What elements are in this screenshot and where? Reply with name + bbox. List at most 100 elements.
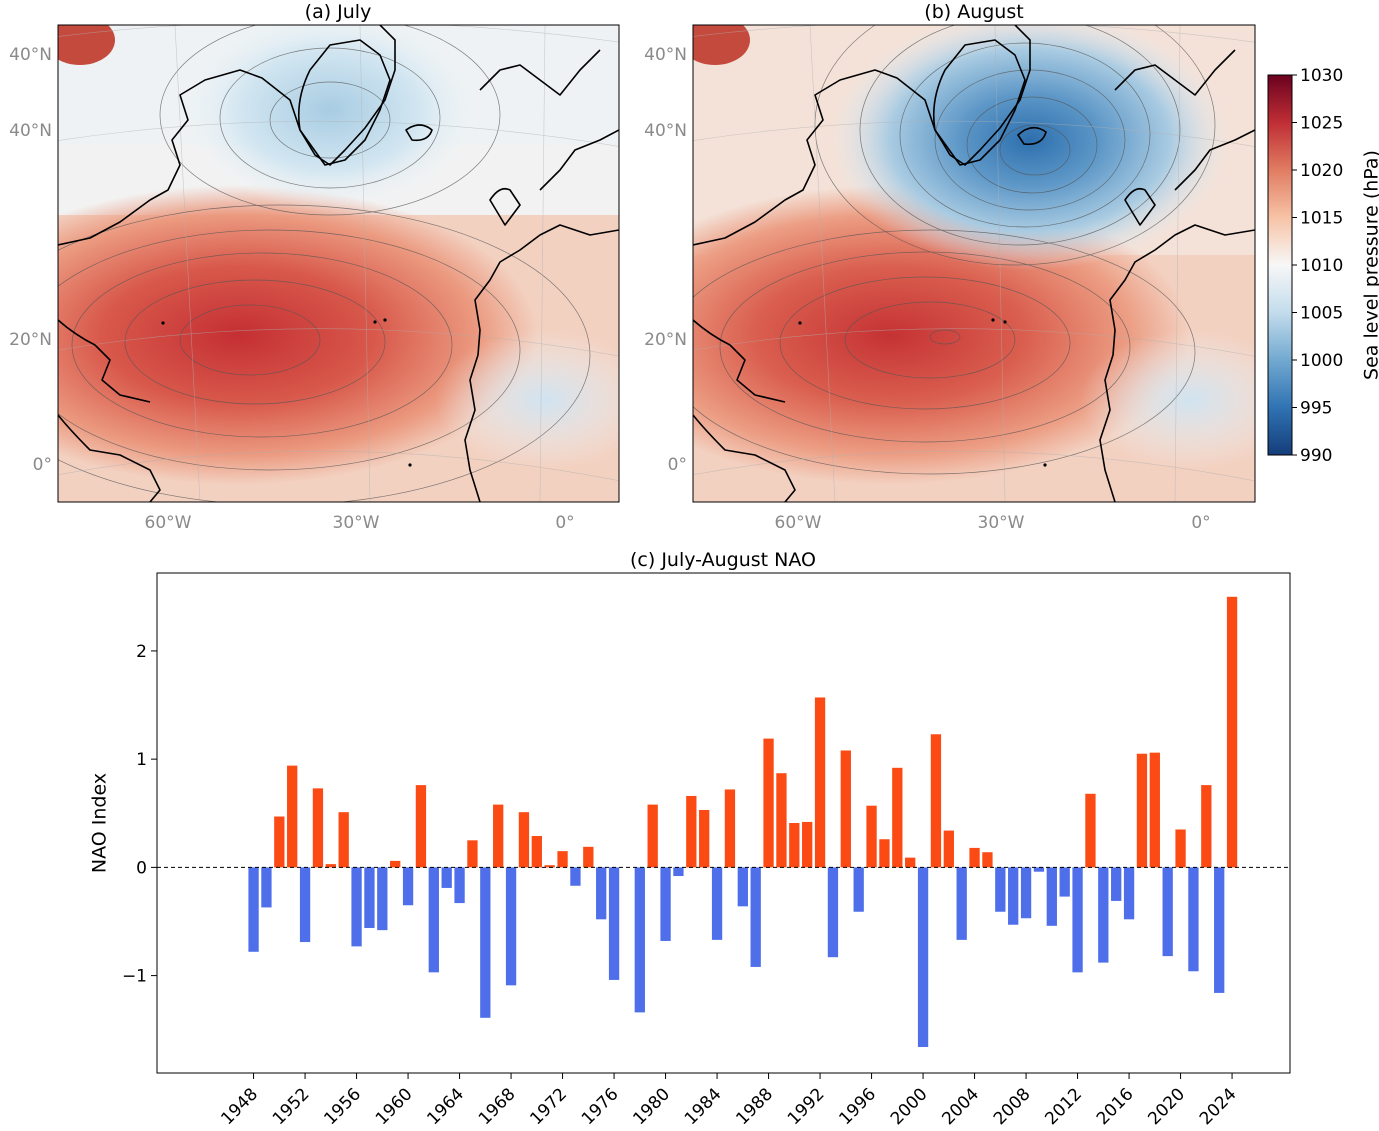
bar-1956 <box>351 867 362 947</box>
bar-1998 <box>892 767 903 868</box>
bar-1965 <box>467 840 478 868</box>
y-tick-label: −1 <box>122 967 147 987</box>
bar-1993 <box>827 867 839 958</box>
bar-1964 <box>454 867 465 904</box>
colorbar-tick-label: 1030 <box>1300 66 1343 86</box>
colorbar-tick-label: 1000 <box>1300 351 1343 371</box>
x-tick-label: 1952 <box>269 1084 314 1129</box>
bar-1967 <box>493 804 504 868</box>
colorbar-tick-label: 1010 <box>1300 256 1343 276</box>
bar-1996 <box>866 805 877 868</box>
x-tick-label: 2008 <box>990 1084 1035 1129</box>
bar-2000 <box>917 867 929 1048</box>
lat-label: 40°N <box>644 121 687 141</box>
y-tick-label: 0 <box>136 858 147 878</box>
bar-1988 <box>763 738 774 868</box>
y-axis: −1 0 1 2 <box>122 642 157 987</box>
colorbar-tick-label: 990 <box>1300 446 1332 466</box>
bar-1989 <box>776 773 787 868</box>
bar-2019 <box>1162 867 1173 957</box>
panel-titles: (a) July (b) August (c) July-August NAO <box>305 1 1024 571</box>
bar-2004 <box>969 847 980 868</box>
x-tick-label: 1960 <box>372 1084 417 1129</box>
title-august: (b) August <box>924 1 1023 23</box>
bar-2003 <box>956 867 967 940</box>
bar-1990 <box>789 823 800 868</box>
bar-2008 <box>1020 867 1032 919</box>
bar-1992 <box>814 697 826 868</box>
bar-2014 <box>1098 867 1109 963</box>
bar-1952 <box>299 867 311 943</box>
bar-2009 <box>1033 867 1045 872</box>
bar-2012 <box>1072 867 1083 973</box>
x-tick-label: 2004 <box>938 1084 983 1129</box>
lat-label: 20°N <box>644 330 687 350</box>
bar-1979 <box>647 804 658 868</box>
bar-2017 <box>1136 753 1148 868</box>
bar-1982 <box>686 795 697 868</box>
colorbar-ticks: 1030 1025 1020 1015 1010 1005 1000 995 990 <box>1292 66 1343 466</box>
bar-1968 <box>505 867 517 986</box>
bar-2018 <box>1149 752 1160 868</box>
x-tick-label: 1968 <box>475 1084 520 1129</box>
bar-1948 <box>248 867 259 952</box>
bar-1959 <box>390 860 401 868</box>
bar-2006 <box>995 867 1006 912</box>
bar-1958 <box>377 867 388 931</box>
lat-label: 0° <box>668 455 687 475</box>
colorbar: 1030 1025 1020 1015 1010 1005 1000 995 990 Sea l… <box>1267 66 1379 466</box>
x-tick-label: 2020 <box>1144 1084 1189 1129</box>
colorbar-tick-label: 1020 <box>1300 161 1343 181</box>
bar-1975 <box>596 867 607 920</box>
bar-2010 <box>1046 867 1057 926</box>
bar-2016 <box>1123 867 1135 920</box>
bar-2023 <box>1214 867 1225 993</box>
bar-1950 <box>274 816 285 868</box>
bar-2013 <box>1085 793 1096 868</box>
map-panel-july <box>57 24 620 503</box>
bar-1985 <box>724 789 736 868</box>
bar-1973 <box>570 867 581 886</box>
bar-1962 <box>428 867 439 973</box>
bar-1983 <box>699 810 710 868</box>
bar-1954 <box>325 864 336 868</box>
bar-1949 <box>261 867 272 908</box>
bar-2011 <box>1059 867 1070 897</box>
bars <box>248 596 1238 1048</box>
x-tick-label: 1948 <box>217 1084 262 1129</box>
lat-label: 40°N <box>644 45 687 65</box>
x-tick-label: 1956 <box>320 1084 365 1129</box>
x-tick-label: 2012 <box>1041 1084 1086 1129</box>
lon-label: 60°W <box>145 513 192 533</box>
bar-1991 <box>802 821 813 868</box>
lon-label: 0° <box>555 513 574 533</box>
bar-2021 <box>1188 867 1199 972</box>
title-nao: (c) July-August NAO <box>630 549 816 571</box>
bar-2020 <box>1175 829 1186 868</box>
bar-2015 <box>1111 867 1122 901</box>
x-tick-label: 2016 <box>1093 1084 1138 1129</box>
lon-label: 30°W <box>978 513 1025 533</box>
x-tick-label: 1996 <box>835 1084 880 1129</box>
y-axis-label: NAO Index <box>89 773 111 873</box>
colorbar-tick-label: 1015 <box>1300 209 1343 229</box>
y-tick-label: 2 <box>136 642 147 662</box>
bar-1963 <box>441 867 452 888</box>
lat-label: 40°N <box>9 121 52 141</box>
x-tick-label: 2000 <box>887 1084 932 1129</box>
colorbar-tick-label: 1025 <box>1300 114 1343 134</box>
bar-1971 <box>544 865 555 868</box>
map-axis-labels: 40°N 40°N 20°N 0° 60°W 30°W 0° 40°N 40°N 20°N 0° 60… <box>9 45 1211 533</box>
x-tick-label: 2024 <box>1196 1084 1241 1129</box>
bar-2001 <box>930 734 942 868</box>
map-panel-august <box>692 24 1256 503</box>
colorbar-scale <box>1267 74 1293 456</box>
lon-label: 30°W <box>333 513 380 533</box>
bar-1980 <box>660 867 671 941</box>
lat-label: 40°N <box>9 45 52 65</box>
y-tick-label: 1 <box>136 750 147 770</box>
bar-1960 <box>402 867 414 906</box>
colorbar-tick-label: 995 <box>1300 399 1332 419</box>
bar-1957 <box>364 867 375 928</box>
